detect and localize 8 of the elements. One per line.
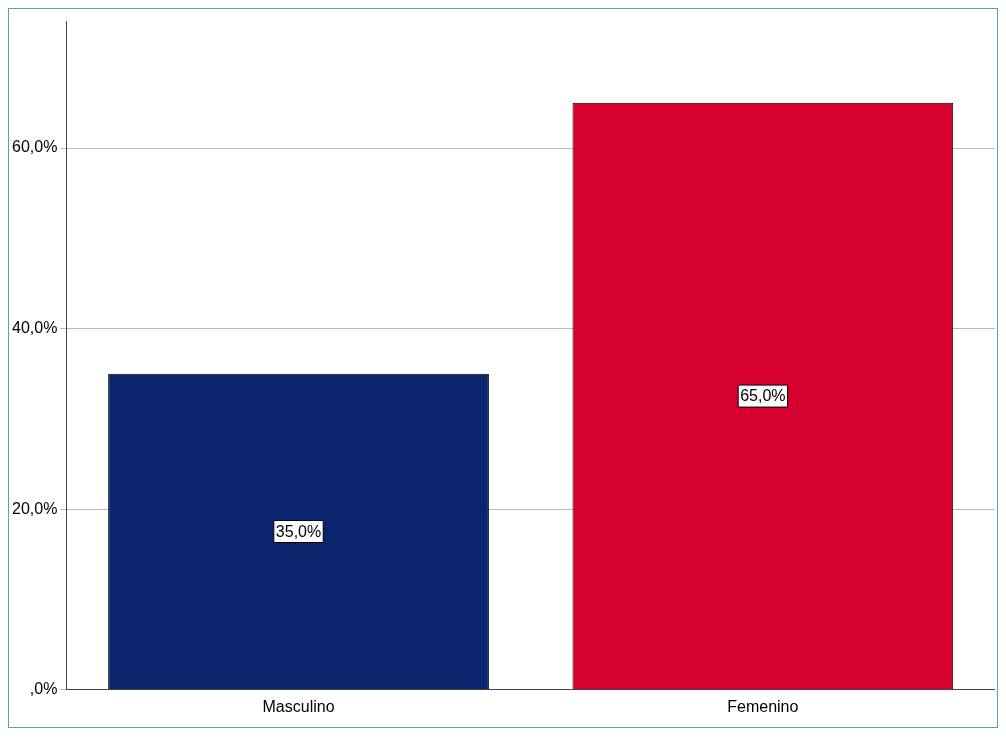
data-label: 65,0% xyxy=(740,387,786,405)
y-tick-label: 20,0% xyxy=(11,499,58,517)
x-tick-label: Masculino xyxy=(262,697,335,715)
x-tick-label: Femenino xyxy=(727,697,799,715)
y-tick-label: 60,0% xyxy=(11,138,58,156)
data-label: 35,0% xyxy=(275,522,322,540)
y-tick-label: 40,0% xyxy=(11,319,58,337)
y-tick-label: ,0% xyxy=(29,680,58,698)
